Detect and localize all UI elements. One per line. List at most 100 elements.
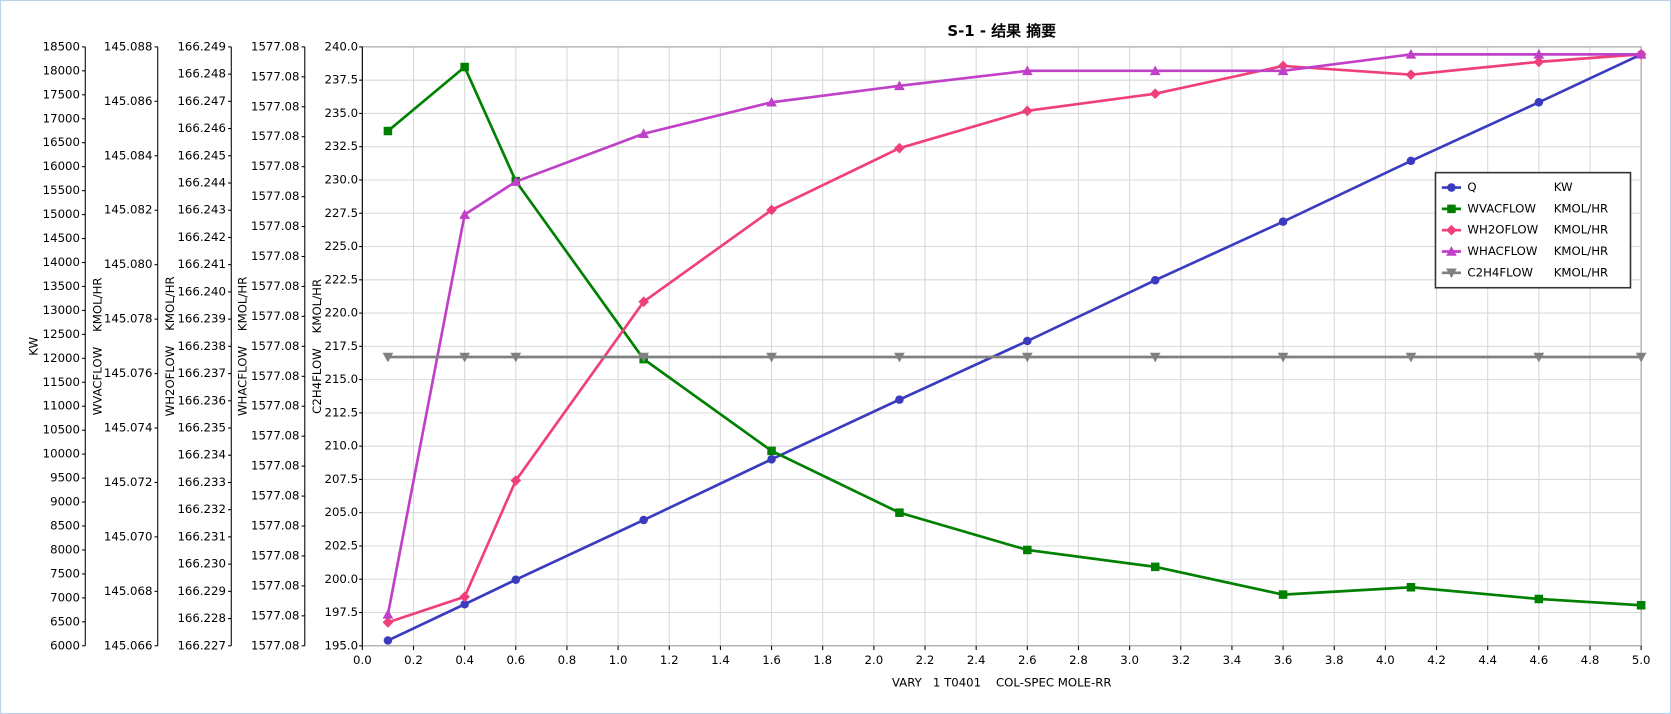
y-tick-label: 166.244 bbox=[177, 176, 225, 190]
y-tick-label: 10500 bbox=[43, 423, 80, 437]
y-tick-label: 166.249 bbox=[177, 39, 225, 53]
y-tick-label: 13500 bbox=[43, 279, 80, 293]
y-tick-label: 145.080 bbox=[104, 257, 152, 271]
marker bbox=[1635, 49, 1647, 59]
marker bbox=[1406, 156, 1416, 166]
y-tick-label: 1577.08 bbox=[251, 159, 299, 173]
marker bbox=[1021, 65, 1033, 76]
marker bbox=[460, 62, 469, 72]
y-tick-label: 145.066 bbox=[104, 638, 152, 652]
y-tick-label: 166.236 bbox=[177, 393, 225, 407]
y-tick-label: 16000 bbox=[43, 159, 80, 173]
y-tick-label: 166.243 bbox=[177, 203, 225, 217]
legend-unit: KMOL/HR bbox=[1554, 223, 1608, 237]
y-tick-label: 1577.08 bbox=[251, 249, 299, 263]
y-tick-label: 166.246 bbox=[177, 121, 225, 135]
y-tick-label: 166.230 bbox=[177, 557, 225, 571]
x-tick-label: 4.2 bbox=[1427, 653, 1446, 667]
x-tick-label: 3.2 bbox=[1171, 653, 1190, 667]
marker bbox=[382, 352, 394, 363]
y-tick-label: 1577.08 bbox=[251, 399, 299, 413]
chart-title: S-1 - 结果 摘要 bbox=[947, 22, 1056, 40]
y-tick-label: 217.5 bbox=[325, 339, 359, 353]
marker bbox=[1149, 352, 1161, 363]
marker bbox=[1277, 352, 1289, 363]
series-line bbox=[387, 52, 1642, 624]
y-tick-label: 166.228 bbox=[177, 611, 225, 625]
marker bbox=[894, 80, 905, 91]
y-tick-label: 240.0 bbox=[325, 39, 359, 53]
marker bbox=[383, 636, 393, 645]
y-tick-label: 14000 bbox=[43, 255, 80, 269]
y-tick-label: 16500 bbox=[43, 135, 80, 149]
y-tick-label: 195.0 bbox=[325, 638, 359, 652]
legend-unit: KW bbox=[1554, 180, 1573, 194]
y-tick-label: 1577.08 bbox=[251, 279, 299, 293]
y-tick-label: 237.5 bbox=[325, 73, 359, 87]
y-tick-label: 1577.08 bbox=[251, 309, 299, 323]
x-tick-label: 0.4 bbox=[455, 653, 474, 667]
marker bbox=[511, 575, 521, 584]
marker bbox=[1636, 600, 1646, 610]
marker bbox=[1150, 562, 1160, 572]
y-tick-label: 145.082 bbox=[104, 203, 152, 217]
x-tick-label: 0.2 bbox=[404, 653, 423, 667]
x-tick-label: 3.8 bbox=[1325, 653, 1344, 667]
y-tick-label: 166.242 bbox=[177, 230, 225, 244]
marker bbox=[1021, 352, 1033, 363]
y-tick-label: 17500 bbox=[43, 87, 80, 101]
marker bbox=[1533, 352, 1545, 363]
y-tick-label: 205.0 bbox=[325, 505, 359, 519]
x-tick-label: 1.2 bbox=[660, 653, 679, 667]
y-tick-label: 212.5 bbox=[325, 405, 359, 419]
legend-label: C2H4FLOW bbox=[1467, 265, 1533, 279]
marker bbox=[383, 126, 393, 136]
series-line bbox=[386, 53, 1642, 615]
y-tick-label: 1577.08 bbox=[251, 608, 299, 622]
marker bbox=[1277, 65, 1289, 76]
marker bbox=[767, 455, 776, 464]
y-tick-label: 11000 bbox=[43, 399, 80, 413]
y-tick-label: 225.0 bbox=[325, 239, 359, 253]
y-tick-label: 1577.08 bbox=[251, 489, 299, 503]
series-line bbox=[387, 53, 1642, 642]
x-axis-title: VARY 1 T0401 COL-SPEC MOLE-RR bbox=[892, 676, 1112, 690]
y-axis-title: WH2OFLOW KMOL/HR bbox=[163, 276, 177, 416]
legend-unit: KMOL/HR bbox=[1554, 244, 1608, 258]
marker bbox=[1533, 49, 1545, 59]
y-tick-label: 8000 bbox=[50, 542, 80, 556]
marker bbox=[459, 591, 470, 603]
y-tick-label: 1577.08 bbox=[251, 339, 299, 353]
series-line bbox=[387, 64, 1642, 607]
y-tick-label: 166.234 bbox=[177, 448, 225, 462]
y-tick-label: 1577.08 bbox=[251, 219, 299, 233]
y-tick-label: 145.076 bbox=[104, 366, 152, 380]
x-tick-label: 1.8 bbox=[813, 653, 832, 667]
legend-marker bbox=[1447, 183, 1456, 192]
y-tick-label: 166.233 bbox=[177, 475, 225, 489]
y-tick-label: 1577.08 bbox=[251, 459, 299, 473]
y-tick-label: 12000 bbox=[43, 351, 80, 365]
y-tick-label: 17000 bbox=[43, 111, 80, 125]
y-tick-label: 1577.08 bbox=[251, 519, 299, 533]
marker bbox=[766, 96, 777, 107]
y-tick-label: 1577.08 bbox=[251, 548, 299, 562]
y-tick-label: 145.078 bbox=[104, 312, 152, 326]
x-tick-label: 1.4 bbox=[711, 653, 730, 667]
marker bbox=[1534, 98, 1544, 107]
x-tick-label: 4.6 bbox=[1530, 653, 1549, 667]
marker bbox=[638, 128, 650, 138]
marker bbox=[1150, 275, 1160, 285]
y-tick-label: 11500 bbox=[43, 375, 80, 389]
y-axis-title: KW bbox=[27, 337, 41, 356]
marker bbox=[639, 515, 648, 525]
x-tick-label: 1.0 bbox=[609, 653, 628, 667]
y-tick-label: 210.0 bbox=[325, 439, 359, 453]
x-tick-label: 3.0 bbox=[1120, 653, 1139, 667]
y-tick-label: 9500 bbox=[50, 471, 80, 485]
legend-label: WH2OFLOW bbox=[1467, 223, 1538, 237]
y-axis-title: WVACFLOW KMOL/HR bbox=[91, 277, 105, 415]
marker bbox=[382, 609, 394, 619]
x-tick-label: 0.0 bbox=[353, 653, 372, 667]
